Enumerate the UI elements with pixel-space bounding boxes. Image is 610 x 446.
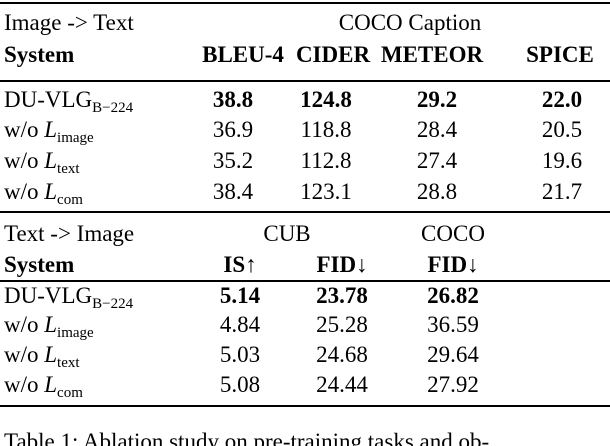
symbol: L <box>44 342 58 367</box>
cell: 123.1 <box>300 179 352 204</box>
cell: 19.6 <box>541 148 583 173</box>
column-header: System <box>4 42 75 67</box>
prefix: w/o <box>4 117 39 142</box>
caption: Table 1: Ablation study on pre-training … <box>4 429 490 446</box>
cell: 26.82 <box>427 283 479 308</box>
column-header: SPICE <box>526 42 594 67</box>
rule <box>0 405 610 407</box>
column-header: FID↓ <box>427 252 479 277</box>
cell: 35.2 <box>212 148 254 173</box>
cell: 38.4 <box>212 179 254 204</box>
column-header: IS↑ <box>223 252 257 277</box>
system-label: w/o Lcom <box>4 179 83 208</box>
rule <box>0 211 610 213</box>
cell: 20.5 <box>541 117 583 142</box>
system-label: DU-VLGB−224 <box>4 283 134 312</box>
prefix: w/o <box>4 372 39 397</box>
system-label: w/o Limage <box>4 312 94 341</box>
column-header: METEOR <box>380 42 484 67</box>
dataset-label: CUB <box>263 221 311 246</box>
subscript: text <box>57 355 80 371</box>
cell: 124.8 <box>300 87 352 112</box>
system-label: w/o Ltext <box>4 342 80 371</box>
cell: 22.0 <box>541 87 583 112</box>
subscript: image <box>57 130 94 146</box>
subscript: B−224 <box>92 100 134 116</box>
system-label: DU-VLGB−224 <box>4 87 134 116</box>
dataset-label: COCO <box>421 221 485 246</box>
cell: 27.92 <box>427 372 479 397</box>
cell: 28.4 <box>416 117 458 142</box>
prefix: w/o <box>4 312 39 337</box>
cell: 38.8 <box>212 87 254 112</box>
column-header: CIDER <box>295 42 371 67</box>
cell: 118.8 <box>300 117 352 142</box>
column-header: System <box>4 252 75 277</box>
symbol: L <box>44 117 58 142</box>
prefix: w/o <box>4 148 39 173</box>
system-name: DU-VLG <box>4 87 93 112</box>
cell: 25.28 <box>316 312 368 337</box>
system-label: w/o Limage <box>4 117 94 146</box>
rule <box>0 2 610 4</box>
cell: 5.14 <box>219 283 261 308</box>
symbol: L <box>44 372 58 397</box>
rule <box>0 80 610 82</box>
subscript: com <box>57 385 83 401</box>
subscript: text <box>57 161 80 177</box>
cell: 29.64 <box>427 342 479 367</box>
cell: 24.44 <box>316 372 368 397</box>
cell: 5.08 <box>219 372 261 397</box>
cell: 36.9 <box>212 117 254 142</box>
cell: 28.8 <box>416 179 458 204</box>
subscript: image <box>57 325 94 341</box>
system-name: DU-VLG <box>4 283 93 308</box>
symbol: L <box>44 179 58 204</box>
cell: 112.8 <box>300 148 352 173</box>
dataset-label: COCO Caption <box>338 10 482 35</box>
column-header: FID↓ <box>316 252 368 277</box>
cell: 23.78 <box>316 283 368 308</box>
prefix: w/o <box>4 179 39 204</box>
cell: 29.2 <box>416 87 458 112</box>
task-label: Image -> Text <box>4 10 134 35</box>
symbol: L <box>44 148 58 173</box>
column-header: BLEU-4 <box>202 42 284 67</box>
cell: 4.84 <box>219 312 261 337</box>
prefix: w/o <box>4 342 39 367</box>
symbol: L <box>44 312 58 337</box>
cell: 27.4 <box>416 148 458 173</box>
system-label: w/o Ltext <box>4 148 80 177</box>
rule <box>0 280 610 282</box>
system-label: w/o Lcom <box>4 372 83 401</box>
cell: 24.68 <box>316 342 368 367</box>
subscript: B−224 <box>92 296 134 312</box>
cell: 5.03 <box>219 342 261 367</box>
cell: 21.7 <box>541 179 583 204</box>
cell: 36.59 <box>427 312 479 337</box>
subscript: com <box>57 192 83 208</box>
task-label: Text -> Image <box>4 221 135 246</box>
